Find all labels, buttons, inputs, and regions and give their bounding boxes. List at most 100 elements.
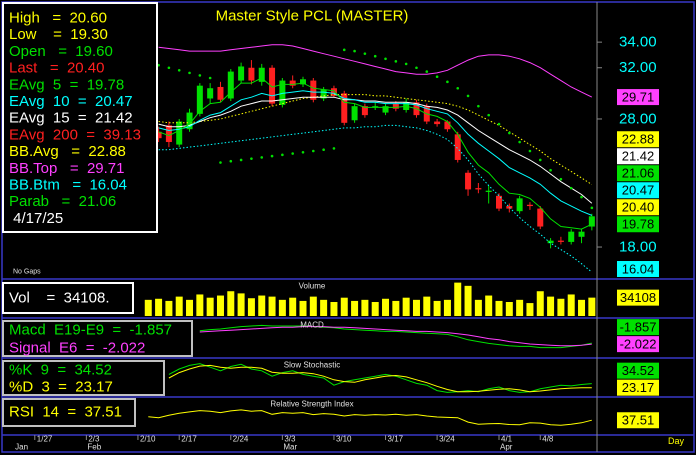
candle-body	[320, 89, 327, 99]
x-tick-label: 3/3	[284, 435, 296, 444]
panel-title: Volume	[299, 282, 326, 291]
candle-body	[547, 240, 554, 244]
value-box	[617, 261, 659, 277]
sar-dot	[239, 158, 243, 162]
sar-dot	[446, 80, 449, 84]
candle-body	[207, 88, 214, 99]
candle-body	[454, 134, 461, 160]
series-line	[199, 324, 592, 349]
volume-bar	[258, 295, 266, 316]
value-box	[617, 131, 659, 148]
value-box	[617, 148, 659, 165]
sar-dot	[508, 131, 511, 135]
y-tick-label: 34.00	[619, 34, 657, 51]
value-box	[617, 216, 659, 233]
candle-body	[568, 231, 575, 242]
info-box	[2, 360, 165, 396]
sar-dot	[342, 48, 346, 52]
value-box	[617, 89, 659, 106]
value-box-label: -2.022	[620, 337, 657, 352]
sar-dot	[487, 113, 490, 117]
candle-body	[485, 190, 492, 192]
volume-bar	[227, 291, 235, 316]
volume-bar	[464, 285, 472, 316]
candle-body	[475, 188, 482, 190]
sar-dot	[219, 161, 222, 164]
sar-dot	[270, 154, 274, 158]
info-text: Vol = 34108.	[9, 290, 110, 307]
candle-body	[217, 86, 224, 100]
volume-bar	[578, 299, 586, 316]
panel-title: Relative Strength Index	[270, 400, 353, 409]
sar-dot	[198, 74, 202, 77]
sar-dot	[260, 156, 264, 159]
value-box	[617, 199, 659, 216]
x-tick-label: 2/24	[233, 435, 249, 444]
info-text: BB.Top = 29.71	[9, 160, 125, 177]
volume-bar	[402, 297, 410, 316]
candle-body	[300, 79, 306, 85]
info-text: 4/17/25	[9, 210, 63, 227]
candle-body	[330, 88, 337, 96]
volume-bar	[165, 300, 173, 316]
volume-bar	[330, 302, 338, 316]
volume-bar	[299, 300, 307, 316]
info-text: EAvg 200 = 39.13	[9, 126, 141, 143]
volume-bar	[454, 282, 462, 316]
candle-body	[361, 106, 368, 116]
volume-bar	[309, 296, 317, 316]
sar-dot	[312, 149, 315, 153]
candle-body	[588, 216, 595, 227]
volume-bar	[144, 299, 152, 316]
info-text: BB.Btm = 16.04	[9, 177, 127, 194]
month-label: Apr	[500, 443, 513, 452]
volume-bar	[175, 296, 183, 316]
info-box	[2, 320, 193, 357]
x-tick-label: 1/27	[37, 435, 53, 444]
info-text: EAvg 15 = 21.42	[9, 110, 133, 127]
sar-dot	[466, 94, 470, 98]
candle-body	[176, 121, 183, 145]
candle-body	[155, 131, 162, 139]
candle-body	[578, 231, 585, 237]
sar-dot	[435, 75, 439, 79]
y-tick-label: 18.00	[619, 239, 657, 256]
volume-bar	[289, 297, 297, 316]
info-text: %K 9 = 34.52	[9, 362, 112, 379]
candle-body	[434, 121, 441, 125]
x-tick-label: 3/24	[439, 435, 455, 444]
y-tick-label: 28.00	[619, 110, 657, 127]
note: No Gaps	[13, 269, 41, 276]
candle-body	[196, 85, 203, 114]
candle-body	[227, 71, 234, 99]
sar-dot	[353, 49, 356, 53]
volume-bar	[196, 294, 204, 316]
sar-dot	[322, 148, 325, 152]
info-text: RSI 14 = 37.51	[9, 404, 122, 421]
info-text: Macd E19-E9 = -1.857	[9, 322, 172, 339]
sar-dot	[229, 159, 233, 163]
volume-bar	[186, 299, 194, 316]
sar-dot	[188, 71, 191, 75]
sar-dot	[528, 149, 532, 153]
sar-dot	[559, 177, 563, 181]
sar-dot	[569, 186, 573, 190]
volume-bar	[495, 300, 503, 316]
value-box-label: 34108	[620, 290, 656, 305]
volume-bar	[412, 299, 420, 316]
volume-bar	[382, 298, 390, 316]
x-tick-label: 2/10	[140, 435, 156, 444]
series-line	[168, 363, 592, 393]
value-box-label: 20.40	[622, 200, 655, 215]
info-box	[2, 398, 136, 427]
series-line	[199, 326, 592, 347]
volume-bar	[485, 295, 493, 316]
info-text: Signal E6 = -2.022	[9, 340, 145, 357]
volume-bar	[536, 291, 544, 316]
candle-body	[392, 103, 399, 109]
volume-bar	[351, 300, 359, 316]
volume-bar	[216, 295, 224, 316]
sar-dot	[497, 122, 501, 126]
month-label: Mar	[283, 443, 297, 452]
value-box-label: 19.78	[622, 217, 655, 232]
